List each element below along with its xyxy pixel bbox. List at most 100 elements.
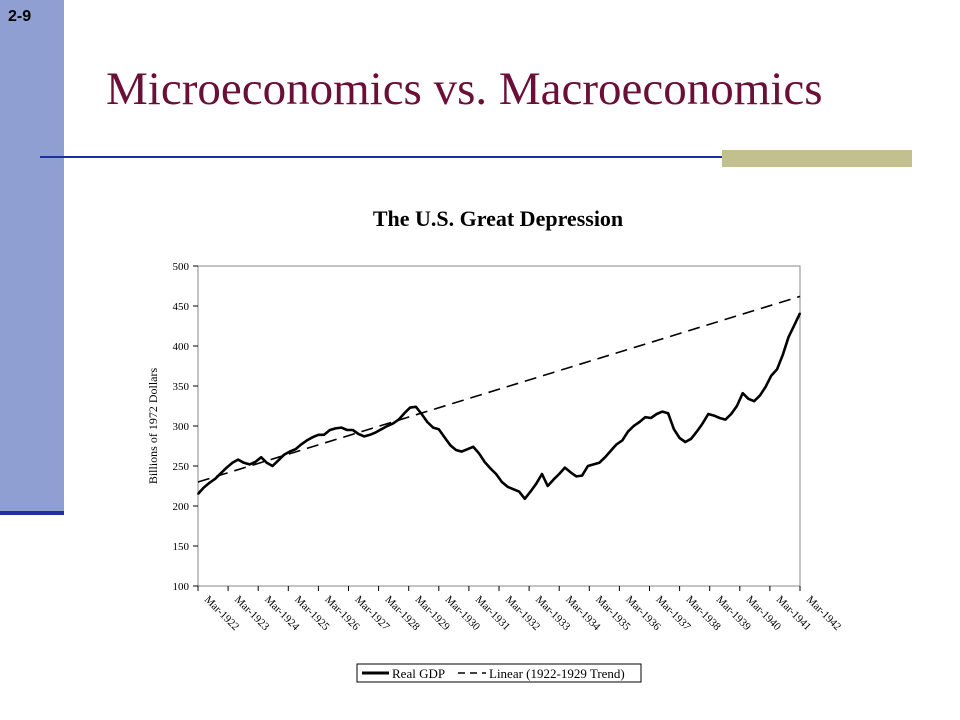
legend-label-real-gdp: Real GDP xyxy=(392,666,445,681)
real-gdp-point xyxy=(202,486,205,489)
y-tick-label: 250 xyxy=(173,461,190,473)
real-gdp-point xyxy=(793,324,796,327)
real-gdp-point xyxy=(627,430,629,433)
real-gdp-point xyxy=(237,458,239,461)
real-gdp-point xyxy=(288,450,291,453)
slide-title: Microeconomics vs. Macroeconomics xyxy=(106,63,823,115)
real-gdp-point xyxy=(701,422,704,425)
real-gdp-point xyxy=(707,413,710,415)
real-gdp-point xyxy=(197,493,199,495)
real-gdp-point xyxy=(369,434,371,436)
real-gdp-point xyxy=(546,485,549,487)
chart-title: The U.S. Great Depression xyxy=(373,206,623,231)
real-gdp-point xyxy=(294,448,297,451)
real-gdp-point xyxy=(231,462,234,464)
real-gdp-point xyxy=(690,438,692,440)
real-gdp-point xyxy=(266,462,268,464)
real-gdp-point xyxy=(397,418,400,421)
title-accent-bar xyxy=(722,150,912,167)
sidebar-band xyxy=(0,0,64,515)
real-gdp-point xyxy=(306,439,308,442)
legend-label-trend: Linear (1922-1929 Trend) xyxy=(489,666,625,681)
title-underline xyxy=(40,156,912,158)
real-gdp-point xyxy=(747,398,750,400)
real-gdp-point xyxy=(386,425,389,427)
real-gdp-point xyxy=(506,486,509,488)
real-gdp-point xyxy=(271,465,274,467)
real-gdp-point xyxy=(610,450,612,452)
legend-box xyxy=(356,663,642,683)
real-gdp-point xyxy=(208,482,211,484)
real-gdp-point xyxy=(426,421,429,423)
real-gdp-point xyxy=(770,374,773,377)
real-gdp-point xyxy=(363,435,366,438)
real-gdp-point xyxy=(552,478,555,481)
real-gdp-point xyxy=(340,426,343,429)
real-gdp-point xyxy=(673,428,675,431)
sidebar-band-edge xyxy=(0,511,64,515)
real-gdp-point xyxy=(587,465,589,467)
real-gdp-point xyxy=(248,463,251,466)
real-gdp-point xyxy=(472,446,475,448)
y-tick-label: 350 xyxy=(173,381,190,393)
real-gdp-point xyxy=(346,429,348,431)
real-gdp-point xyxy=(592,463,595,466)
real-gdp-point xyxy=(512,488,515,491)
slide-number: 2-9 xyxy=(8,8,32,25)
real-gdp-point xyxy=(518,490,520,493)
real-gdp-point xyxy=(334,427,337,430)
chart-legend: Real GDP Linear (1922-1929 Trend) xyxy=(356,663,642,683)
y-tick-label: 150 xyxy=(173,541,190,553)
real-gdp-point xyxy=(741,392,744,395)
real-gdp-point xyxy=(225,466,228,469)
real-gdp-point xyxy=(718,417,721,419)
real-gdp-point xyxy=(455,449,457,451)
real-gdp-point xyxy=(438,428,440,431)
real-gdp-point xyxy=(621,439,624,442)
real-gdp-point xyxy=(661,410,664,413)
real-gdp-point xyxy=(569,471,572,474)
real-gdp-point xyxy=(713,414,715,417)
y-tick-label: 300 xyxy=(173,421,190,433)
real-gdp-point xyxy=(524,498,526,500)
real-gdp-point xyxy=(283,454,285,456)
real-gdp-point xyxy=(403,412,406,415)
real-gdp-point xyxy=(776,368,778,371)
y-tick-label: 500 xyxy=(173,261,190,273)
real-gdp-point xyxy=(764,386,767,388)
plot-area: 100 150 200 250 300 350 400 450 500 Billions of 1… xyxy=(146,261,843,633)
real-gdp-point xyxy=(214,478,216,480)
real-gdp-line xyxy=(197,312,802,501)
real-gdp-point xyxy=(443,436,446,439)
real-gdp-point xyxy=(541,473,543,475)
real-gdp-point xyxy=(575,475,578,478)
real-gdp-point xyxy=(604,456,606,459)
real-gdp-point xyxy=(243,462,245,464)
real-gdp-point xyxy=(638,421,641,423)
real-gdp-point xyxy=(564,466,566,469)
real-gdp-point xyxy=(432,426,434,429)
real-gdp-point xyxy=(684,441,687,443)
real-gdp-point xyxy=(317,434,320,436)
real-gdp-point xyxy=(787,336,790,339)
real-gdp-point xyxy=(277,459,280,462)
real-gdp-point xyxy=(357,433,360,435)
real-gdp-point xyxy=(535,482,538,485)
real-gdp-point xyxy=(392,422,394,425)
real-gdp-point xyxy=(753,400,755,403)
real-gdp-point xyxy=(736,405,738,407)
real-gdp-point xyxy=(323,434,325,436)
real-gdp-point xyxy=(615,443,618,446)
y-tick-label: 450 xyxy=(173,301,190,313)
real-gdp-point xyxy=(329,429,331,431)
y-tick-label: 200 xyxy=(173,501,190,513)
real-gdp-point xyxy=(415,406,417,408)
real-gdp-point xyxy=(420,413,423,415)
real-gdp-point xyxy=(724,418,727,421)
real-gdp-point xyxy=(529,490,532,493)
real-gdp-point xyxy=(667,412,669,415)
real-gdp-point xyxy=(409,406,411,409)
real-gdp-point xyxy=(489,467,492,470)
real-gdp-point xyxy=(374,431,377,434)
real-gdp-point xyxy=(581,474,583,477)
